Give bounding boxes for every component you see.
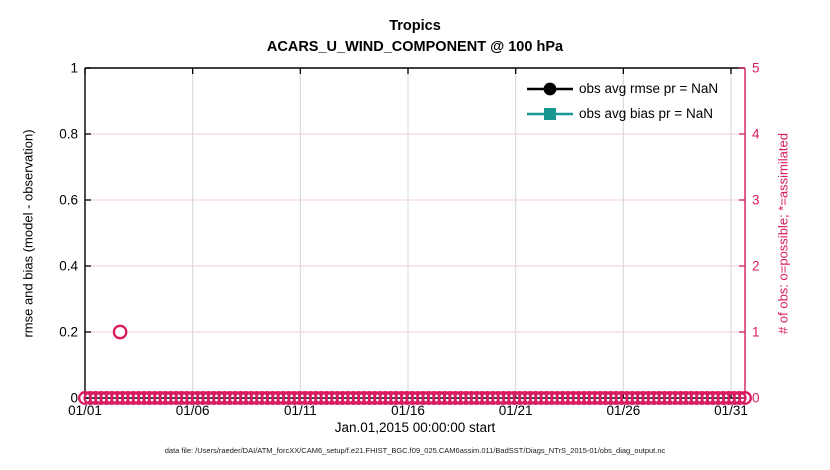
y-tick-label-right: 3 — [752, 193, 760, 208]
y-tick-label-right: 1 — [752, 325, 760, 340]
data-file-path: data file: /Users/raeder/DAI/ATM_forcXX/… — [164, 446, 666, 455]
chart-title-block: Tropics ACARS_U_WIND_COMPONENT @ 100 hPa — [85, 16, 745, 58]
legend-entry-rmse: obs avg rmse pr = NaN — [527, 78, 718, 99]
legend-entry-bias: obs avg bias pr = NaN — [527, 103, 718, 124]
obs-count-marker — [738, 391, 752, 405]
y-tick-label-left: 1 — [70, 61, 78, 76]
bias-marker-icon — [527, 107, 573, 120]
legend-label-rmse: obs avg rmse pr = NaN — [579, 81, 719, 96]
y-tick-label-left: 0.6 — [59, 193, 78, 208]
x-tick-label: 01/21 — [499, 403, 533, 418]
x-tick-label: 01/31 — [714, 403, 748, 418]
x-tick-label: 01/06 — [176, 403, 210, 418]
obs-count-point — [112, 324, 128, 340]
y-tick-label-right: 0 — [752, 391, 760, 406]
obs-count-marker — [732, 391, 747, 405]
chart-title: Tropics — [389, 18, 441, 34]
x-tick-label: 01/01 — [68, 403, 102, 418]
y-tick-label-left: 0.2 — [59, 325, 78, 340]
y-axis-label-left: rmse and bias (model - observation) — [20, 129, 36, 338]
legend: obs avg rmse pr = NaN obs avg bias pr = … — [527, 78, 718, 124]
y-tick-label-left: 0 — [70, 391, 78, 406]
y-tick-label-right: 5 — [752, 61, 760, 76]
y-tick-label-right: 2 — [752, 259, 760, 274]
rmse-marker-icon — [527, 82, 573, 95]
y-tick-label-left: 0.8 — [59, 127, 78, 142]
y-tick-label-right: 4 — [752, 127, 760, 142]
x-axis-label: Jan.01,2015 00:00:00 start — [334, 420, 496, 435]
x-tick-label: 01/16 — [391, 403, 425, 418]
y-axis-label-right: # of obs: o=possible; *=assimilated — [775, 133, 791, 334]
legend-label-bias: obs avg bias pr = NaN — [579, 106, 713, 121]
y-tick-label-left: 0.4 — [59, 259, 78, 274]
chart-subtitle: ACARS_U_WIND_COMPONENT @ 100 hPa — [266, 39, 564, 55]
x-tick-label: 01/26 — [606, 403, 640, 418]
x-tick-label: 01/11 — [284, 403, 317, 418]
